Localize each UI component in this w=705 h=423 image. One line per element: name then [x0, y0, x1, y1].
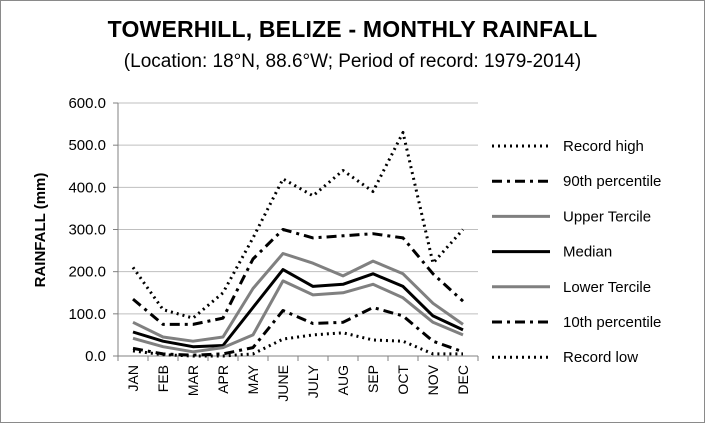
- y-axis-label: RAINFALL (mm): [32, 173, 49, 288]
- series-line: [132, 306, 464, 357]
- series-lines: [131, 131, 465, 358]
- y-tick-label: 600.0: [68, 95, 106, 112]
- x-tick-label: MAY: [245, 364, 261, 394]
- x-tick-label: DEC: [455, 365, 471, 395]
- axes: [117, 103, 479, 361]
- x-tick-label: JUNE: [275, 365, 291, 402]
- y-tick-label: 400.0: [68, 179, 106, 196]
- x-tick-label: NOV: [425, 364, 441, 395]
- y-tick-labels: 0.0 100.0 200.0 300.0 400.0 500.0 600.0: [68, 95, 106, 365]
- series-line: [132, 331, 463, 358]
- x-tick-label: AUG: [335, 365, 351, 395]
- legend-label: Record high: [563, 138, 644, 155]
- series-line: [132, 252, 464, 343]
- legend-label: Record low: [563, 349, 638, 366]
- gridlines: [113, 102, 478, 357]
- legend-label: Upper Tercile: [563, 208, 651, 225]
- series-line: [131, 131, 465, 320]
- legend: Record high 90th percentile Upper Tercile M…: [492, 138, 661, 366]
- series-line: [132, 268, 464, 349]
- y-tick-label: 300.0: [68, 222, 106, 239]
- chart-subtitle: (Location: 18°N, 88.6°W; Period of recor…: [123, 51, 582, 72]
- y-tick-label: 500.0: [68, 137, 106, 154]
- series-line: [132, 228, 465, 326]
- x-tick-label: JAN: [125, 365, 141, 391]
- legend-label: Median: [563, 244, 612, 261]
- y-tick-label: 0.0: [85, 348, 106, 365]
- x-tick-label: OCT: [395, 365, 411, 395]
- chart-title: TOWERHILL, BELIZE - MONTHLY RAINFALL: [107, 16, 598, 42]
- x-tick-label: MAR: [185, 365, 201, 396]
- legend-label: 10th percentile: [563, 314, 661, 331]
- x-tick-labels: JAN FEB MAR APR MAY JUNE JULY AUG SEP OCT NOV DEC: [125, 364, 471, 401]
- y-tick-label: 100.0: [68, 306, 106, 323]
- legend-label: Lower Tercile: [563, 279, 651, 296]
- legend-label: 90th percentile: [563, 173, 661, 190]
- series-line: [132, 279, 464, 354]
- x-tick-label: FEB: [155, 365, 171, 392]
- y-tick-label: 200.0: [68, 264, 106, 281]
- x-tick-label: JULY: [305, 364, 321, 398]
- x-tick-label: APR: [215, 365, 231, 394]
- x-tick-label: SEP: [365, 365, 381, 393]
